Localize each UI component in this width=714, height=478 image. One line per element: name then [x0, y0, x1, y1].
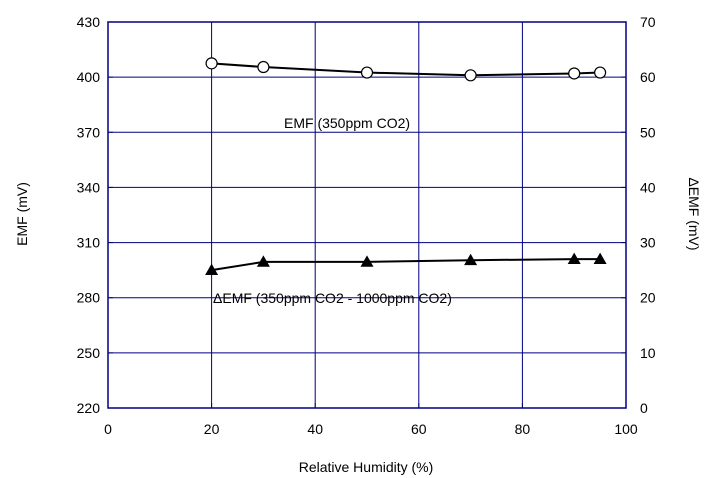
series-label-delta-emf: ΔEMF (350ppm CO2 - 1000ppm CO2) — [213, 290, 452, 306]
x-tick-label: 0 — [104, 421, 112, 437]
data-point-emf — [569, 68, 580, 79]
y2-tick-label: 20 — [640, 290, 656, 306]
data-point-emf — [206, 58, 217, 69]
y-tick-label: 400 — [77, 69, 101, 85]
x-axis-label: Relative Humidity (%) — [299, 459, 434, 475]
series-label-emf: EMF (350ppm CO2) — [284, 115, 410, 131]
y2-tick-label: 0 — [640, 400, 648, 416]
y-tick-label: 430 — [77, 14, 101, 30]
grid — [108, 22, 626, 408]
x-tick-label: 60 — [411, 421, 427, 437]
y2-tick-label: 40 — [640, 179, 656, 195]
data-point-emf — [362, 67, 373, 78]
y-axis-label: EMF (mV) — [14, 182, 30, 246]
y-tick-label: 340 — [77, 179, 101, 195]
series-line-emf — [212, 63, 600, 75]
x-tick-label: 40 — [307, 421, 323, 437]
y-tick-label: 310 — [77, 235, 101, 251]
x-tick-label: 80 — [515, 421, 531, 437]
plot-frame — [108, 22, 626, 408]
y2-tick-label: 10 — [640, 345, 656, 361]
x-tick-label: 20 — [204, 421, 220, 437]
y-tick-label: 220 — [77, 400, 101, 416]
y2-tick-label: 30 — [640, 235, 656, 251]
x-tick-label: 100 — [614, 421, 638, 437]
y2-tick-label: 60 — [640, 69, 656, 85]
data-point-emf — [465, 70, 476, 81]
y2-tick-label: 50 — [640, 124, 656, 140]
data-point-emf — [258, 62, 269, 73]
y-tick-label: 250 — [77, 345, 101, 361]
y2-tick-label: 70 — [640, 14, 656, 30]
y2-axis-label: ΔEMF (mV) — [686, 177, 702, 250]
y-tick-label: 280 — [77, 290, 101, 306]
y-tick-label: 370 — [77, 124, 101, 140]
data-point-emf — [595, 67, 606, 78]
series-line-delta-emf — [212, 259, 600, 270]
